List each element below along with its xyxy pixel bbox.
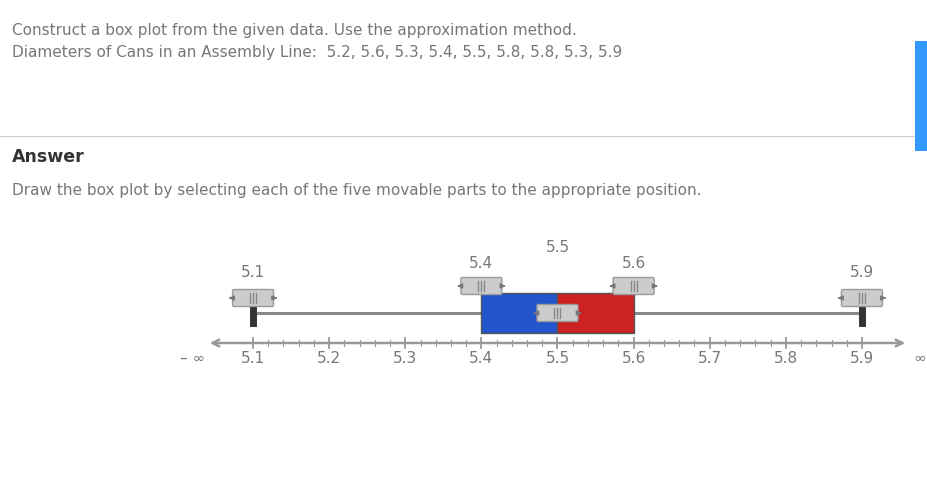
FancyBboxPatch shape [841,290,882,306]
Text: 5.1: 5.1 [241,351,265,366]
FancyBboxPatch shape [914,41,927,151]
FancyBboxPatch shape [461,277,502,295]
Text: 5.5: 5.5 [545,240,569,255]
Text: 5.9: 5.9 [849,265,873,280]
Text: 5.2: 5.2 [317,351,341,366]
Text: 5.5: 5.5 [545,351,569,366]
Text: Diameters of Cans in an Assembly Line:  5.2, 5.6, 5.3, 5.4, 5.5, 5.8, 5.8, 5.3, : Diameters of Cans in an Assembly Line: 5… [12,45,622,60]
Text: 5.1: 5.1 [241,265,265,280]
Text: 5.3: 5.3 [393,351,417,366]
Text: 5.4: 5.4 [469,256,493,271]
Text: ∞: ∞ [913,351,925,366]
FancyBboxPatch shape [481,293,557,333]
FancyBboxPatch shape [557,293,633,333]
Text: 5.4: 5.4 [469,351,493,366]
Text: 5.6: 5.6 [621,351,645,366]
Text: 5.7: 5.7 [697,351,721,366]
FancyBboxPatch shape [233,290,273,306]
Text: Answer: Answer [12,148,84,166]
Text: Construct a box plot from the given data. Use the approximation method.: Construct a box plot from the given data… [12,23,576,38]
FancyBboxPatch shape [613,277,654,295]
Text: 5.9: 5.9 [849,351,873,366]
FancyBboxPatch shape [537,304,578,322]
Text: Draw the box plot by selecting each of the five movable parts to the appropriate: Draw the box plot by selecting each of t… [12,183,701,198]
Text: 5.6: 5.6 [621,256,645,271]
Text: 5.8: 5.8 [773,351,797,366]
Text: – ∞: – ∞ [180,351,206,366]
